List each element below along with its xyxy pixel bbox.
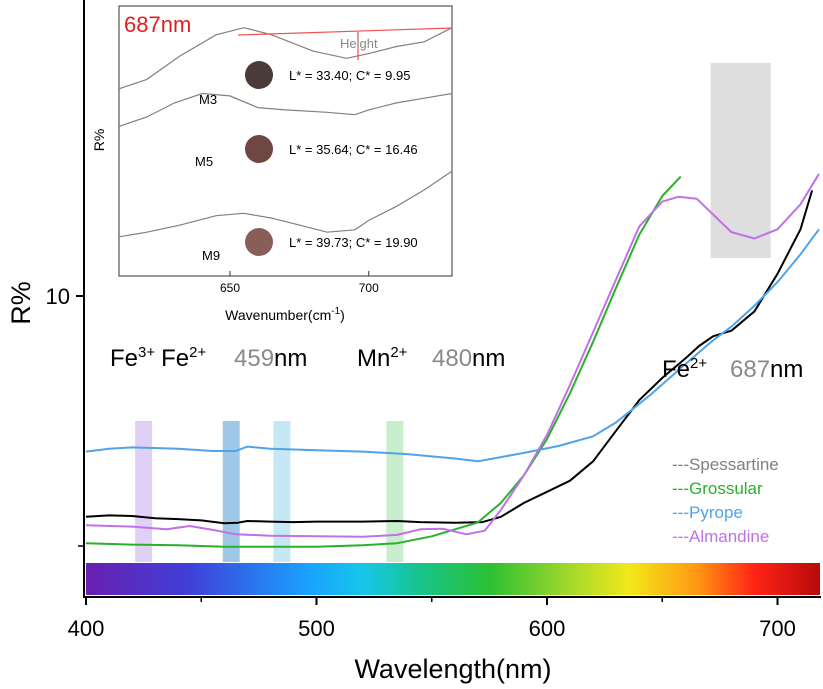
legend-item-pyrope: ---Pyrope bbox=[672, 503, 743, 522]
inset-curve-m5 bbox=[119, 92, 452, 127]
inset-samples: M3 L* = 33.40; C* = 9.95 M5 L* = 35.64; C* … bbox=[195, 61, 418, 263]
inset-baseline-line bbox=[237, 27, 453, 36]
series-spessartine bbox=[85, 190, 814, 525]
band-2 bbox=[222, 421, 240, 562]
sample-color-swatch bbox=[245, 135, 273, 163]
inset-title: 687nm bbox=[124, 12, 191, 37]
sample-color-swatch bbox=[245, 228, 273, 256]
x-tick-label: 400 bbox=[68, 616, 105, 641]
band-459-label: 459nm bbox=[234, 345, 307, 372]
legend-item-almandine: ---Almandine bbox=[672, 527, 769, 546]
band-1 bbox=[135, 421, 153, 562]
inset-height-label: Height bbox=[340, 36, 378, 51]
y-axis-label: R% bbox=[6, 281, 36, 325]
mn2-label: Mn2+ bbox=[357, 344, 408, 372]
inset-sample-lc-value: L* = 39.73; C* = 19.90 bbox=[289, 235, 418, 250]
legend-item-grossular: ---Grossular bbox=[672, 479, 763, 498]
inset-curve-m9 bbox=[119, 170, 452, 238]
band-4 bbox=[386, 421, 404, 562]
series-almandine bbox=[85, 173, 820, 538]
y-ticks: 10 bbox=[46, 284, 84, 547]
inset-y-label: R% bbox=[91, 129, 107, 152]
sample-color-swatch bbox=[245, 61, 273, 89]
fe3-label: Fe3+ Fe2+ bbox=[110, 344, 206, 372]
band-5 bbox=[710, 63, 771, 258]
inset-x-tick-label: 700 bbox=[359, 281, 379, 295]
inset-panel: 687nm Height R% 650 700 Wavenumber(cm-1) … bbox=[91, 5, 453, 323]
band-480-label: 480nm bbox=[432, 345, 505, 372]
x-axis-label: Wavelength(nm) bbox=[354, 654, 551, 684]
series-pyrope bbox=[85, 228, 820, 463]
legend-item-spessartine: ---Spessartine bbox=[672, 455, 779, 474]
inset-sample-name: M3 bbox=[199, 92, 217, 107]
inset-sample-name: M9 bbox=[202, 248, 220, 263]
legend: ---Spessartine ---Grossular ---Pyrope ---Al… bbox=[672, 455, 779, 546]
inset-x-ticks: 650 700 bbox=[220, 271, 379, 295]
inset-sample-lc-value: L* = 35.64; C* = 16.46 bbox=[289, 142, 418, 157]
y-tick-label: 10 bbox=[46, 284, 70, 309]
x-tick-label: 500 bbox=[298, 616, 335, 641]
visible-spectrum-bar bbox=[86, 563, 820, 595]
inset-x-tick-label: 650 bbox=[220, 281, 240, 295]
inset-sample-lc-value: L* = 33.40; C* = 9.95 bbox=[289, 68, 410, 83]
x-tick-label: 700 bbox=[759, 616, 796, 641]
inset-sample-name: M5 bbox=[195, 154, 213, 169]
x-ticks: 400 500 600 700 bbox=[68, 597, 796, 641]
inset-curve-m3 bbox=[119, 27, 452, 90]
band-3 bbox=[273, 421, 291, 562]
band-687-label: 687nm bbox=[730, 356, 803, 383]
fe2-687-label: Fe2+ bbox=[662, 355, 707, 383]
inset-series bbox=[119, 27, 452, 238]
inset-x-label: Wavenumber(cm-1) bbox=[225, 306, 345, 323]
series-grossular bbox=[85, 175, 682, 548]
x-tick-label: 600 bbox=[529, 616, 566, 641]
series-group bbox=[85, 173, 820, 548]
inset-frame bbox=[118, 5, 453, 277]
